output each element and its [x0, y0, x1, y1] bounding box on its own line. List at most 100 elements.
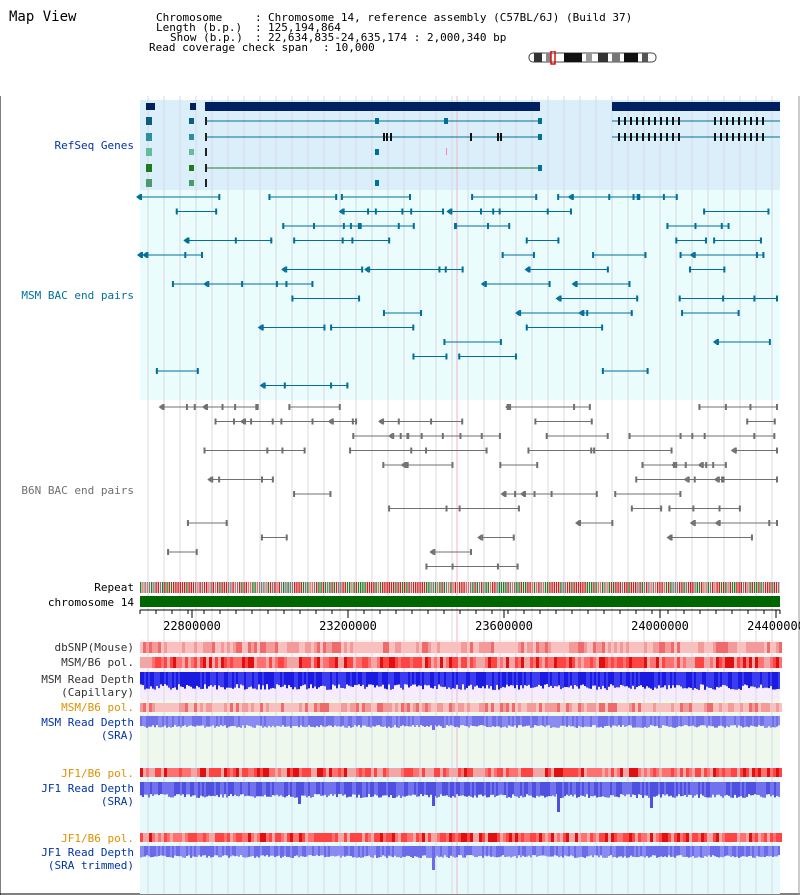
depth-bar — [522, 782, 524, 798]
depth-bar — [580, 716, 582, 727]
depth-bar — [272, 782, 274, 796]
depth-bar — [628, 716, 630, 726]
depth-bar — [698, 716, 700, 727]
repeat-element — [351, 582, 353, 593]
depth-bar — [666, 716, 668, 726]
bac-arrow — [429, 549, 434, 555]
depth-bar — [592, 672, 594, 686]
heat-cell — [149, 703, 152, 712]
heat-cell — [233, 657, 236, 668]
depth-bar — [690, 672, 692, 688]
depth-bar — [326, 782, 328, 798]
heat-cell — [155, 768, 158, 777]
depth-bar — [712, 672, 714, 690]
track-label-b6n-bac[interactable]: B6N BAC end pairs — [21, 484, 134, 497]
repeat-element — [487, 582, 489, 593]
repeat-element — [217, 582, 219, 593]
depth-bar — [176, 716, 178, 727]
heat-cell — [416, 768, 419, 777]
depth-bar — [186, 672, 188, 686]
heat-cell — [680, 833, 683, 842]
heat-cell — [746, 833, 749, 842]
heat-cell — [665, 768, 668, 777]
heat-cell — [278, 642, 281, 653]
heat-cell — [383, 703, 386, 712]
depth-bar — [588, 672, 590, 689]
track-label-dbsnp[interactable]: dbSNP(Mouse) — [54, 641, 134, 654]
track-label-msm-b6-pol-1[interactable]: MSM/B6 pol. — [61, 656, 134, 669]
depth-bar — [634, 672, 636, 690]
heat-cell — [557, 768, 560, 777]
depth-bar — [254, 846, 256, 858]
heat-cell — [764, 642, 767, 653]
heat-cell — [320, 768, 323, 777]
bac-end — [425, 563, 428, 570]
depth-bar — [272, 672, 274, 688]
repeat-element — [503, 582, 505, 593]
depth-bar — [202, 782, 204, 797]
depth-bar — [166, 782, 168, 795]
track-label-jf1-b6-pol-1[interactable]: JF1/B6 pol. — [61, 767, 134, 780]
depth-bar — [210, 716, 212, 727]
chromosome-ideogram[interactable] — [528, 51, 658, 65]
repeat-element — [278, 582, 280, 593]
heat-cell — [398, 703, 401, 712]
depth-bar — [320, 782, 322, 796]
heat-cell — [536, 703, 539, 712]
depth-bar — [590, 716, 592, 727]
heat-cell — [587, 657, 590, 668]
track-label-chromosome[interactable]: chromosome 14 — [47, 596, 134, 609]
repeat-element — [417, 582, 419, 593]
depth-bar — [682, 846, 684, 857]
track-label-refseq[interactable]: RefSeq Genes — [54, 139, 134, 152]
heat-cell — [314, 657, 317, 668]
track-label-msm-b6-pol-2[interactable]: MSM/B6 pol. — [61, 701, 134, 714]
depth-bar — [312, 716, 314, 727]
repeat-element — [584, 582, 586, 593]
gene-mark — [146, 133, 152, 141]
track-label-msm-bac[interactable]: MSM BAC end pairs — [21, 289, 134, 302]
depth-bar — [148, 672, 150, 689]
track-label-msm-depth-sra[interactable]: MSM Read Depth — [41, 716, 134, 729]
depth-bar — [604, 846, 606, 858]
depth-bar — [182, 716, 184, 727]
depth-bar — [750, 672, 752, 687]
depth-bar — [588, 716, 590, 727]
repeat-element — [426, 582, 428, 593]
heat-cell — [305, 657, 308, 668]
gene-exon — [732, 117, 734, 125]
heat-cell — [743, 642, 746, 653]
bac-end — [341, 237, 344, 244]
gene-exon — [618, 133, 620, 141]
repeat-element — [142, 582, 144, 593]
heat-cell — [269, 657, 272, 668]
bac-end — [678, 295, 681, 302]
depth-bar — [522, 672, 524, 689]
heat-cell — [182, 768, 185, 777]
track-label-jf1-depth-sra[interactable]: JF1 Read Depth — [41, 782, 134, 795]
heat-cell — [764, 768, 767, 777]
depth-bar — [216, 672, 218, 690]
repeat-element — [377, 582, 379, 593]
heat-cell — [290, 657, 293, 668]
heat-cell — [728, 642, 731, 653]
heat-cell — [167, 833, 170, 842]
heat-cell — [185, 703, 188, 712]
heat-cell — [164, 768, 167, 777]
heat-cell — [203, 768, 206, 777]
heat-cell — [581, 768, 584, 777]
track-label-msm-depth-capillary[interactable]: MSM Read Depth — [41, 673, 134, 686]
repeat-element — [661, 582, 663, 593]
depth-bar — [432, 672, 434, 689]
depth-bar — [776, 782, 778, 796]
depth-bar — [572, 716, 574, 727]
depth-bar — [322, 846, 324, 856]
track-label-jf1-b6-pol-2[interactable]: JF1/B6 pol. — [61, 832, 134, 845]
track-label-repeat[interactable]: Repeat — [94, 581, 134, 594]
depth-bar — [492, 846, 494, 857]
track-label-jf1-depth-trimmed[interactable]: JF1 Read Depth — [41, 846, 134, 859]
heat-cell — [179, 642, 182, 653]
depth-bar — [440, 782, 442, 795]
repeat-element — [604, 582, 606, 593]
